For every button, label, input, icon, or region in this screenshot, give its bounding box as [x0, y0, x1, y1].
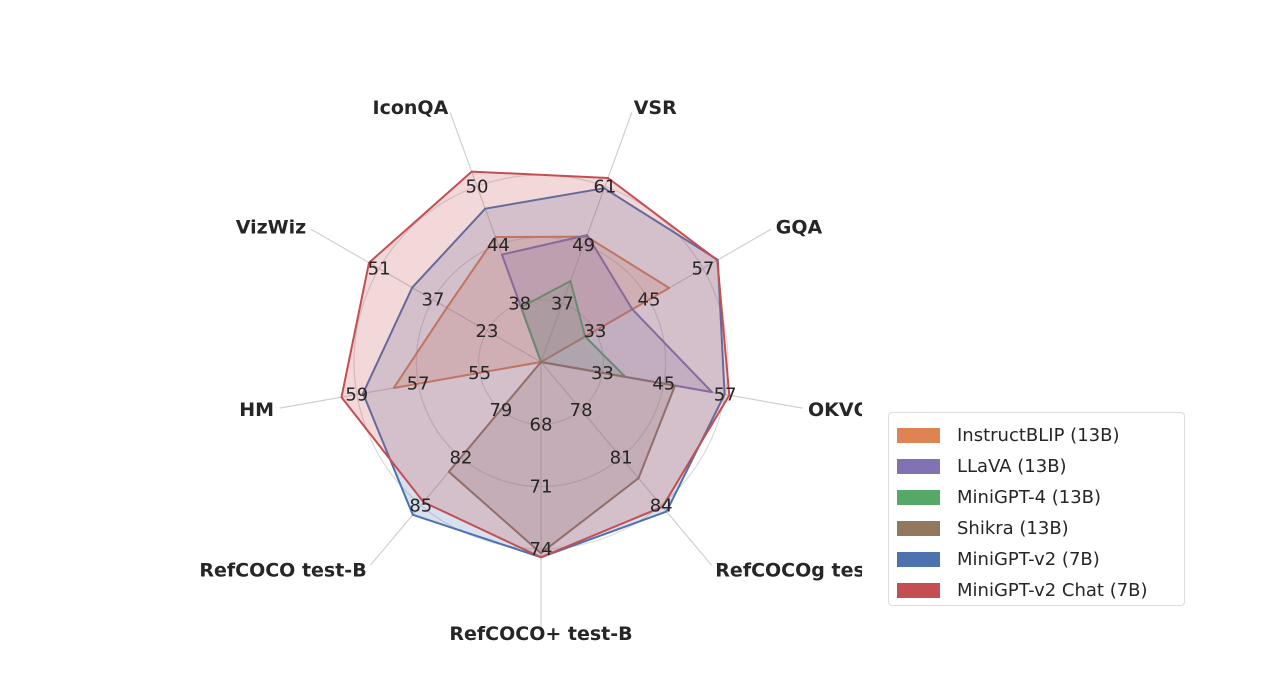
- tick-label: 45: [652, 374, 675, 395]
- tick-label: 23: [476, 321, 499, 342]
- series-polygon-minigpt-v2-7b: [362, 187, 726, 559]
- axis-label: GQA: [776, 216, 823, 238]
- axis-label: VizWiz: [236, 216, 306, 238]
- axis-label: RefCOCOg test: [715, 560, 862, 582]
- series-polygon-minigpt-4-13b: [520, 280, 627, 378]
- legend-item: Shikra (13B): [897, 513, 1184, 544]
- tick-label: 38: [508, 293, 531, 314]
- legend-item: MiniGPT-4 (13B): [897, 482, 1184, 513]
- tick-labels: 38 44 50 37 49 61 33 45 57 33 45 57 78 81 84 68 71 74 79 82…: [345, 176, 736, 560]
- tick-label: 59: [345, 385, 368, 406]
- tick-label: 71: [530, 477, 553, 498]
- tick-label: 50: [466, 176, 489, 197]
- tick-label: 61: [594, 176, 617, 197]
- spoke-8: [310, 228, 542, 363]
- tick-label: 84: [650, 495, 673, 516]
- series-polygon-minigpt-v2-chat-7b: [340, 170, 731, 559]
- legend-swatch: [897, 490, 940, 505]
- tick-label: 44: [487, 235, 510, 256]
- series-layer: [340, 170, 731, 559]
- tick-label: 79: [489, 400, 512, 421]
- tick-label: 81: [610, 448, 633, 469]
- tick-label: 57: [714, 385, 737, 406]
- legend-swatch: [897, 583, 940, 598]
- radar-chart: 38 44 50 37 49 61 33 45 57 33 45 57 78 81 84 68 71 74 79 82…: [199, 97, 862, 645]
- legend-label: MiniGPT-v2 (7B): [957, 549, 1100, 570]
- series-polygon-shikra-13b: [447, 361, 676, 555]
- tick-label: 74: [530, 539, 553, 560]
- tick-label: 57: [691, 259, 714, 280]
- tick-label: 85: [409, 495, 432, 516]
- legend-item: LLaVA (13B): [897, 451, 1184, 482]
- legend-swatch: [897, 552, 940, 567]
- tick-label: 33: [591, 363, 614, 384]
- axis-label: RefCOCO test-B: [199, 560, 366, 582]
- legend-label: InstructBLIP (13B): [957, 425, 1120, 446]
- legend: InstructBLIP (13B) LLaVA (13B) MiniGPT-4 (…: [888, 412, 1185, 606]
- tick-label: 55: [468, 363, 491, 384]
- axis-label: RefCOCO+ test-B: [449, 623, 632, 645]
- axis-label: OKVQA: [808, 399, 862, 421]
- legend-swatch: [897, 521, 940, 536]
- tick-label: 33: [584, 321, 607, 342]
- legend-swatch: [897, 459, 940, 474]
- tick-label: 49: [572, 235, 595, 256]
- axis-labels: IconQA VSR GQA OKVQA RefCOCOg test RefCOCO+ t…: [199, 97, 862, 645]
- legend-swatch: [897, 428, 940, 443]
- legend-label: LLaVA (13B): [957, 456, 1067, 477]
- tick-label: 51: [368, 259, 391, 280]
- tick-label: 78: [570, 400, 593, 421]
- legend-item: InstructBLIP (13B): [897, 420, 1184, 451]
- tick-label: 57: [407, 374, 430, 395]
- tick-label: 37: [422, 290, 445, 311]
- legend-label: Shikra (13B): [957, 518, 1069, 539]
- axis-label: IconQA: [373, 97, 449, 119]
- legend-label: MiniGPT-4 (13B): [957, 487, 1102, 508]
- legend-label: MiniGPT-v2 Chat (7B): [957, 580, 1148, 601]
- axis-label: HM: [239, 399, 274, 421]
- legend-item: MiniGPT-v2 Chat (7B): [897, 575, 1184, 606]
- tick-label: 37: [551, 293, 574, 314]
- tick-label: 68: [530, 414, 553, 435]
- tick-label: 45: [638, 290, 661, 311]
- legend-item: MiniGPT-v2 (7B): [897, 544, 1184, 575]
- axis-label: VSR: [634, 97, 677, 119]
- spoke-4: [540, 361, 713, 566]
- tick-label: 82: [449, 448, 472, 469]
